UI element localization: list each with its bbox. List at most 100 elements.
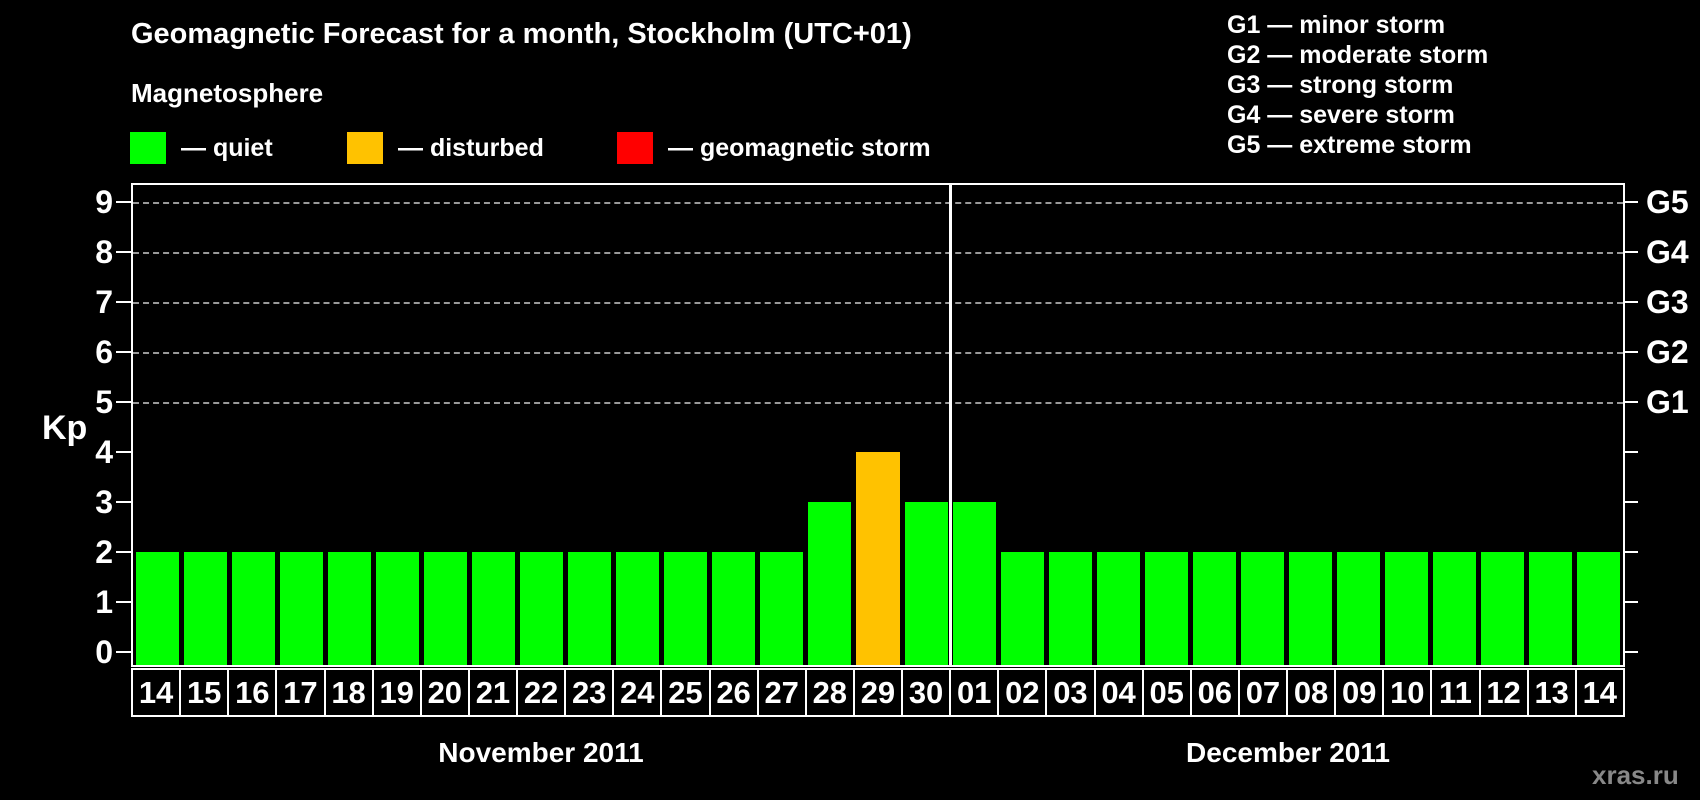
y-tick-left-8 xyxy=(116,251,131,253)
bar-slot-november-17 xyxy=(277,185,325,665)
day-label-november-24: 24 xyxy=(612,668,663,717)
legend-swatch-storm xyxy=(617,132,653,164)
y-tick-left-9 xyxy=(116,201,131,203)
bar-slot-november-15 xyxy=(181,185,229,665)
kp-bar xyxy=(904,502,948,665)
day-label-december-03: 03 xyxy=(1045,668,1096,717)
storm-scale-legend: G1 — minor storm G2 — moderate storm G3 — … xyxy=(1227,10,1488,160)
y-tick-left-1 xyxy=(116,601,131,603)
y-tick-label-3: 3 xyxy=(95,484,113,520)
x-axis-day-labels: 14 15 16 17 18 19 20 21 22 23 24 25 26 27 28 29 30 01 02 03… xyxy=(131,668,1625,717)
chart-title: Geomagnetic Forecast for a month, Stockh… xyxy=(131,18,912,50)
bar-slot-december-03 xyxy=(1046,185,1094,665)
kp-bar xyxy=(231,552,275,665)
day-label-november-15: 15 xyxy=(179,668,230,717)
kp-bar xyxy=(1577,552,1621,665)
y-tick-label-9: 9 xyxy=(95,184,113,220)
y-tick-left-6 xyxy=(116,351,131,353)
day-label-december-09: 09 xyxy=(1334,668,1385,717)
bar-slot-november-22 xyxy=(518,185,566,665)
gridline-kp-7 xyxy=(133,302,1623,304)
kp-bar xyxy=(183,552,227,665)
day-label-november-23: 23 xyxy=(564,668,615,717)
bar-slot-november-21 xyxy=(469,185,517,665)
bar-slot-december-14 xyxy=(1575,185,1623,665)
kp-bar xyxy=(1192,552,1236,665)
kp-bar xyxy=(1481,552,1525,665)
month-label-november: November 2011 xyxy=(438,737,644,768)
bar-slot-december-07 xyxy=(1238,185,1286,665)
kp-bar xyxy=(1144,552,1188,665)
y-tick-right-4 xyxy=(1623,451,1638,453)
bar-slot-december-04 xyxy=(1094,185,1142,665)
watermark: xras.ru xyxy=(1592,760,1679,790)
storm-scale-line-1: G1 — minor storm xyxy=(1227,11,1446,39)
bar-slot-december-11 xyxy=(1431,185,1479,665)
kp-bar xyxy=(760,552,804,665)
day-label-november-19: 19 xyxy=(371,668,422,717)
y-tick-left-4 xyxy=(116,451,131,453)
day-label-december-12: 12 xyxy=(1478,668,1529,717)
day-label-december-02: 02 xyxy=(997,668,1048,717)
month-separator-line xyxy=(949,185,952,665)
kp-bar xyxy=(664,552,708,665)
y-tick-label-5: 5 xyxy=(95,384,113,420)
bar-slot-november-14 xyxy=(133,185,181,665)
legend-label-quiet: — quiet xyxy=(181,133,273,162)
legend-swatch-quiet xyxy=(130,132,166,164)
y-tick-label-4: 4 xyxy=(95,434,113,470)
kp-bar xyxy=(856,452,900,665)
y-tick-right-0 xyxy=(1623,651,1638,653)
y-tick-right-3 xyxy=(1623,501,1638,503)
bar-slot-december-08 xyxy=(1287,185,1335,665)
storm-scale-line-3: G3 — strong storm xyxy=(1227,71,1454,99)
day-label-december-01: 01 xyxy=(949,668,1000,717)
day-label-december-13: 13 xyxy=(1526,668,1577,717)
bar-slot-november-28 xyxy=(806,185,854,665)
day-label-november-22: 22 xyxy=(516,668,567,717)
g-axis-label-G2: G2 xyxy=(1646,334,1689,370)
legend-label-disturbed: — disturbed xyxy=(398,133,544,162)
day-label-november-25: 25 xyxy=(660,668,711,717)
bar-slot-november-29 xyxy=(854,185,902,665)
bar-slot-november-24 xyxy=(614,185,662,665)
kp-bar xyxy=(279,552,323,665)
kp-bar xyxy=(568,552,612,665)
day-label-december-14: 14 xyxy=(1574,668,1625,717)
kp-bar xyxy=(471,552,515,665)
day-label-december-11: 11 xyxy=(1430,668,1481,717)
gridline-kp-5 xyxy=(133,402,1623,404)
storm-scale-line-4: G4 — severe storm xyxy=(1227,101,1455,129)
y-tick-label-7: 7 xyxy=(95,284,113,320)
legend-item-disturbed: — disturbed xyxy=(347,132,544,164)
kp-bar xyxy=(1096,552,1140,665)
day-label-november-26: 26 xyxy=(708,668,759,717)
plot-area xyxy=(131,183,1625,667)
y-tick-right-8 xyxy=(1623,251,1638,253)
day-label-november-27: 27 xyxy=(756,668,807,717)
kp-bar xyxy=(1529,552,1573,665)
y-tick-left-2 xyxy=(116,551,131,553)
bar-slot-december-10 xyxy=(1383,185,1431,665)
gridline-kp-6 xyxy=(133,352,1623,354)
month-label-december: December 2011 xyxy=(1186,737,1390,768)
day-label-november-28: 28 xyxy=(804,668,855,717)
y-tick-label-2: 2 xyxy=(95,534,113,570)
kp-bar xyxy=(712,552,756,665)
day-label-november-29: 29 xyxy=(852,668,903,717)
y-tick-left-5 xyxy=(116,401,131,403)
day-label-november-21: 21 xyxy=(467,668,518,717)
kp-bar xyxy=(1337,552,1381,665)
y-tick-label-1: 1 xyxy=(95,584,113,620)
bar-slot-november-20 xyxy=(421,185,469,665)
y-tick-right-1 xyxy=(1623,601,1638,603)
bar-slot-november-19 xyxy=(373,185,421,665)
kp-bar xyxy=(423,552,467,665)
kp-bar xyxy=(1289,552,1333,665)
bar-slot-november-18 xyxy=(325,185,373,665)
magnetosphere-subtitle: Magnetosphere xyxy=(131,78,324,108)
bar-slot-november-30 xyxy=(902,185,950,665)
gridline-kp-8 xyxy=(133,252,1623,254)
y-tick-label-0: 0 xyxy=(95,634,113,670)
